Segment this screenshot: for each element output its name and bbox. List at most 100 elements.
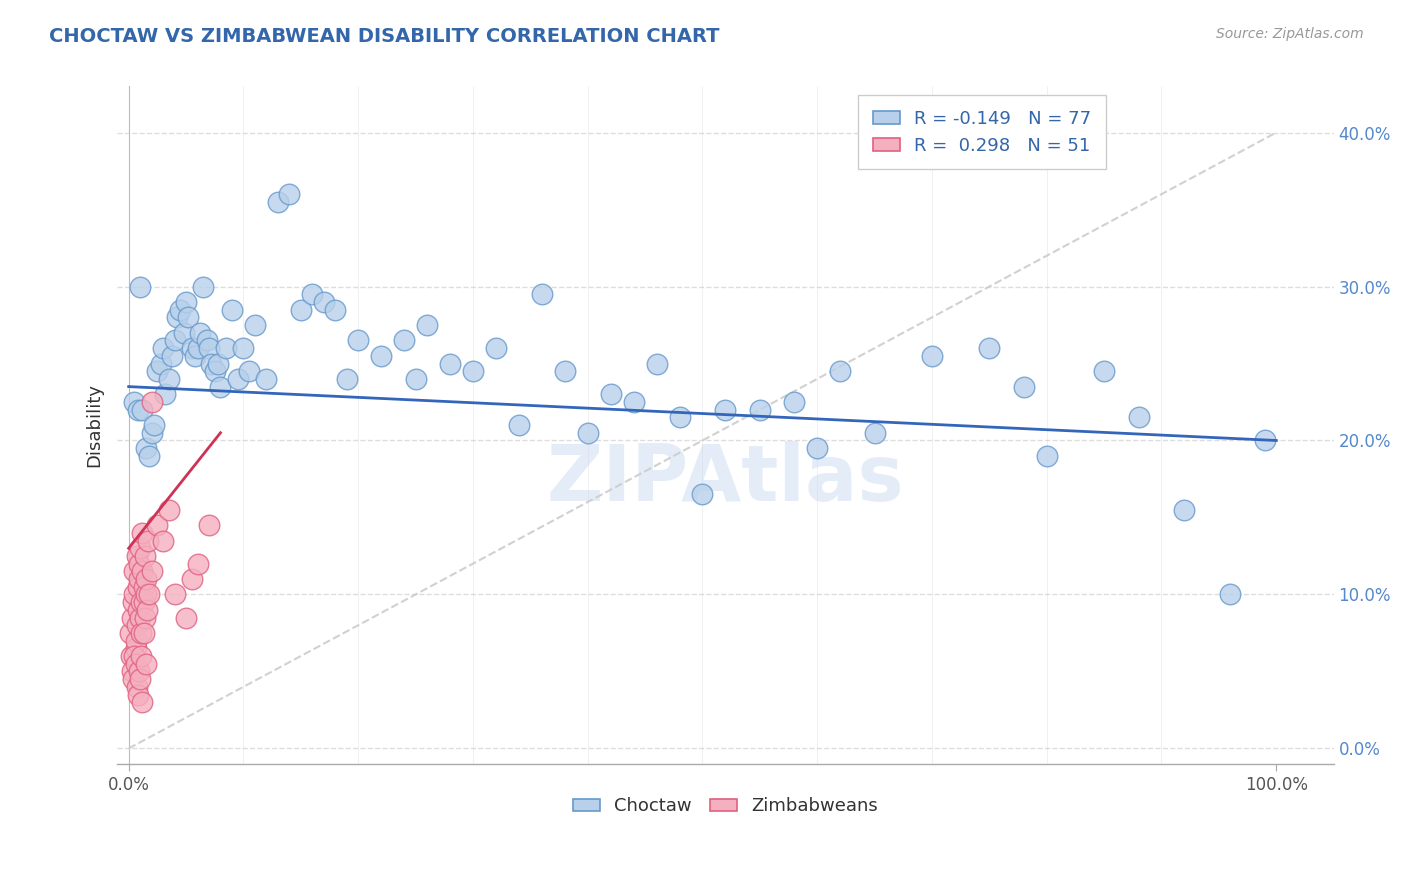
Point xyxy=(1254,434,1277,448)
Point xyxy=(1219,587,1241,601)
Point xyxy=(121,610,143,624)
Point xyxy=(416,318,439,332)
Point xyxy=(623,395,645,409)
Point xyxy=(138,587,160,601)
Point xyxy=(290,302,312,317)
Y-axis label: Disability: Disability xyxy=(86,383,103,467)
Point xyxy=(129,541,152,556)
Point xyxy=(461,364,484,378)
Point xyxy=(576,425,599,440)
Point xyxy=(166,310,188,325)
Point xyxy=(129,626,152,640)
Point xyxy=(146,518,169,533)
Point xyxy=(1035,449,1057,463)
Point xyxy=(439,357,461,371)
Text: Source: ZipAtlas.com: Source: ZipAtlas.com xyxy=(1216,27,1364,41)
Point xyxy=(921,349,943,363)
Point xyxy=(124,587,146,601)
Point xyxy=(714,402,737,417)
Point xyxy=(1092,364,1115,378)
Point xyxy=(200,357,222,371)
Point xyxy=(1173,502,1195,516)
Point xyxy=(783,395,806,409)
Point xyxy=(180,572,202,586)
Point xyxy=(134,610,156,624)
Point xyxy=(198,341,221,355)
Point xyxy=(195,334,218,348)
Point xyxy=(127,580,149,594)
Point xyxy=(336,372,359,386)
Point xyxy=(131,402,153,417)
Point xyxy=(530,287,553,301)
Point xyxy=(138,449,160,463)
Point xyxy=(122,595,145,609)
Point xyxy=(135,572,157,586)
Point xyxy=(863,425,886,440)
Point xyxy=(177,310,200,325)
Point xyxy=(146,364,169,378)
Point xyxy=(508,418,530,433)
Point xyxy=(128,665,150,679)
Point xyxy=(135,587,157,601)
Point xyxy=(485,341,508,355)
Point xyxy=(142,418,165,433)
Point xyxy=(806,441,828,455)
Point xyxy=(169,302,191,317)
Point xyxy=(129,279,152,293)
Point xyxy=(127,688,149,702)
Point xyxy=(323,302,346,317)
Point xyxy=(692,487,714,501)
Point xyxy=(163,334,186,348)
Point xyxy=(141,395,163,409)
Point xyxy=(149,357,172,371)
Point xyxy=(209,379,232,393)
Point xyxy=(184,349,207,363)
Point xyxy=(347,334,370,348)
Point xyxy=(207,357,229,371)
Text: CHOCTAW VS ZIMBABWEAN DISABILITY CORRELATION CHART: CHOCTAW VS ZIMBABWEAN DISABILITY CORRELA… xyxy=(49,27,720,45)
Text: ZIPAtlas: ZIPAtlas xyxy=(547,442,904,517)
Point xyxy=(599,387,621,401)
Point xyxy=(278,187,301,202)
Point xyxy=(124,657,146,671)
Point xyxy=(127,603,149,617)
Point xyxy=(668,410,690,425)
Point xyxy=(193,279,215,293)
Point xyxy=(132,580,155,594)
Point xyxy=(129,648,152,663)
Point xyxy=(128,557,150,571)
Point xyxy=(152,533,174,548)
Point xyxy=(135,657,157,671)
Point xyxy=(312,294,335,309)
Point xyxy=(1128,410,1150,425)
Point xyxy=(132,595,155,609)
Point xyxy=(198,518,221,533)
Point xyxy=(141,425,163,440)
Point xyxy=(131,695,153,709)
Point xyxy=(554,364,576,378)
Point xyxy=(645,357,668,371)
Point xyxy=(128,572,150,586)
Point xyxy=(131,525,153,540)
Point xyxy=(174,294,197,309)
Legend: Choctaw, Zimbabweans: Choctaw, Zimbabweans xyxy=(565,790,886,822)
Point xyxy=(163,587,186,601)
Point xyxy=(152,341,174,355)
Point xyxy=(122,672,145,686)
Point xyxy=(129,595,152,609)
Point xyxy=(124,633,146,648)
Point xyxy=(180,341,202,355)
Point xyxy=(186,557,208,571)
Point xyxy=(232,341,254,355)
Point xyxy=(267,194,290,209)
Point xyxy=(131,565,153,579)
Point xyxy=(204,364,226,378)
Point xyxy=(405,372,427,386)
Point xyxy=(136,603,159,617)
Point xyxy=(238,364,260,378)
Point xyxy=(125,618,148,632)
Point xyxy=(173,326,195,340)
Point xyxy=(174,610,197,624)
Point xyxy=(301,287,323,301)
Point xyxy=(186,341,208,355)
